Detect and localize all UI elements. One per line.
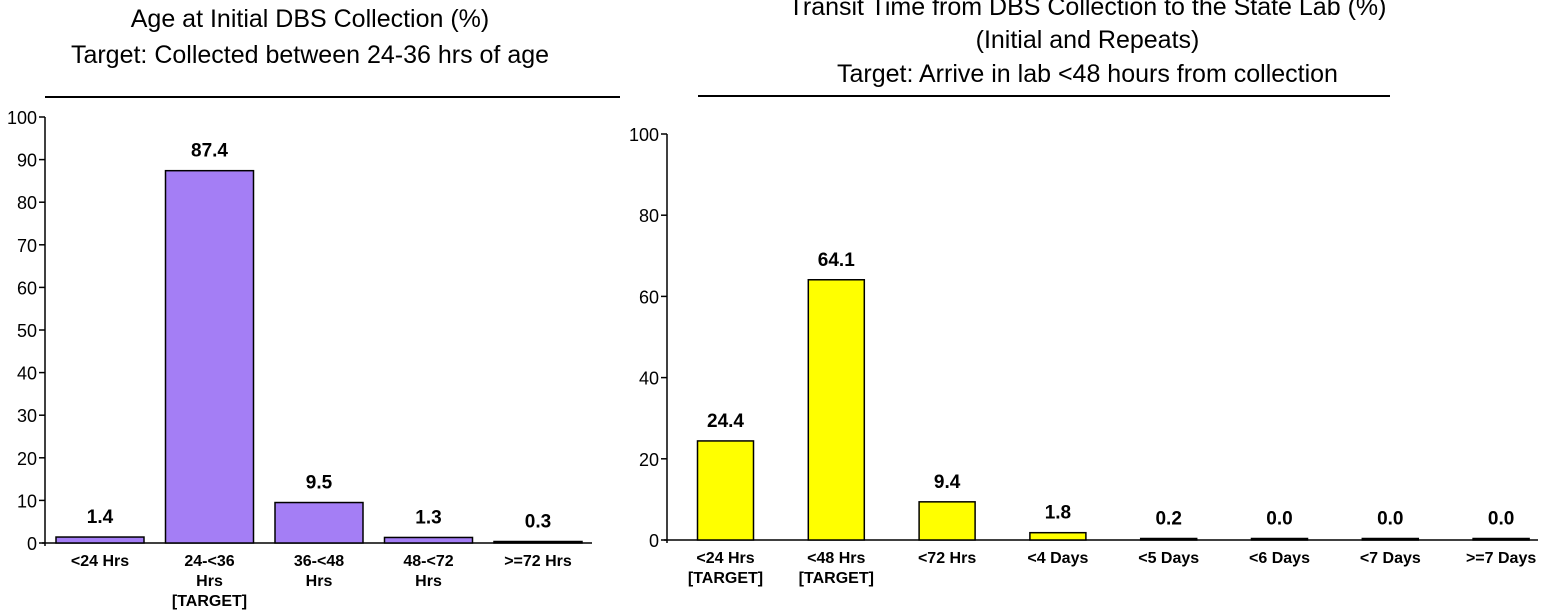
bar — [696, 440, 755, 541]
x-tick-label: <72 Hrs — [918, 550, 976, 567]
bar — [1139, 537, 1198, 541]
bar — [55, 536, 145, 544]
y-tick-label: 70 — [17, 236, 37, 256]
x-tick-label: 24-<36 — [184, 553, 234, 570]
bar — [807, 279, 866, 541]
y-tick-label: 20 — [17, 449, 37, 469]
x-tick-label: [TARGET] — [172, 593, 247, 610]
x-tick-label: <7 Days — [1360, 550, 1421, 567]
x-tick-label: [TARGET] — [688, 570, 763, 587]
chart-title: Age at Initial DBS Collection (%) — [130, 5, 490, 33]
title-underline — [698, 95, 1390, 97]
data-label: 0.0 — [1377, 509, 1403, 530]
y-tick-label: 60 — [639, 287, 659, 307]
x-tick-label: Hrs — [196, 573, 223, 590]
y-tick-label: 50 — [17, 321, 37, 341]
data-label: 1.3 — [415, 507, 441, 528]
bar — [164, 169, 255, 544]
x-tick-label: >=72 Hrs — [504, 553, 572, 570]
y-tick-label: 90 — [17, 151, 37, 171]
bar — [274, 501, 364, 544]
data-label: 64.1 — [818, 250, 855, 271]
x-tick-label: Hrs — [415, 573, 442, 590]
age-bar-chart: 0 10 20 30 40 50 60 70 80 90 100 1.4 <24 Hrs 87.4 24-<… — [7, 108, 592, 610]
x-tick-label: <24 Hrs — [696, 550, 754, 567]
y-tick-label: 20 — [639, 450, 659, 470]
chart-subtitle-target: Target: Arrive in lab <48 hours from col… — [837, 60, 1338, 88]
y-tick-label: 60 — [17, 278, 37, 298]
x-tick-label: <24 Hrs — [71, 553, 129, 570]
chart-panel-age-at-collection: Age at Initial DBS Collection (%) Target… — [0, 0, 620, 614]
x-tick-label: Hrs — [306, 573, 333, 590]
chart-subtitle: Target: Collected between 24-36 hrs of a… — [70, 41, 550, 69]
data-label: 9.4 — [934, 472, 961, 493]
y-tick-label: 30 — [17, 406, 37, 426]
data-label: 0.3 — [525, 512, 551, 533]
y-tick-label: 0 — [27, 534, 37, 554]
data-label: 1.8 — [1045, 503, 1071, 524]
x-tick-label: 36-<48 — [294, 553, 344, 570]
x-tick-label: 48-<72 — [403, 553, 453, 570]
data-label: 0.0 — [1488, 509, 1514, 530]
data-label: 0.0 — [1266, 509, 1292, 530]
x-tick-label: [TARGET] — [799, 570, 874, 587]
bar — [1361, 537, 1420, 541]
y-tick-label: 0 — [649, 531, 659, 551]
bar — [383, 536, 474, 544]
bar — [493, 540, 583, 544]
x-tick-label: >=7 Days — [1466, 550, 1536, 567]
chart-title: Transit Time from DBS Collection to the … — [788, 0, 1387, 21]
y-tick-label: 100 — [7, 108, 37, 128]
x-tick-label: <6 Days — [1249, 550, 1310, 567]
data-label: 1.4 — [87, 507, 114, 528]
data-label: 87.4 — [191, 141, 228, 162]
data-label: 9.5 — [306, 473, 333, 494]
y-tick-label: 40 — [639, 369, 659, 389]
chart-panel-transit-time: Transit Time from DBS Collection to the … — [620, 0, 1555, 614]
y-tick-label: 100 — [629, 125, 659, 145]
chart-subtitle: (Initial and Repeats) — [975, 26, 1200, 54]
x-tick-label: <4 Days — [1027, 550, 1088, 567]
x-tick-label: <5 Days — [1138, 550, 1199, 567]
y-tick-label: 40 — [17, 364, 37, 384]
bar — [1472, 537, 1530, 541]
y-tick-label: 80 — [639, 206, 659, 226]
y-tick-label: 80 — [17, 193, 37, 213]
title-underline — [45, 96, 620, 98]
x-tick-label: <48 Hrs — [807, 550, 865, 567]
bar — [918, 501, 976, 541]
transit-bar-chart: 0 20 40 60 80 100 24.4 <24 Hrs [TARGET] 64.1 <48 H… — [629, 125, 1538, 587]
bar — [1029, 531, 1087, 541]
y-tick-label: 10 — [17, 491, 37, 511]
data-label: 0.2 — [1155, 509, 1181, 530]
data-label: 24.4 — [707, 411, 744, 432]
bar — [1250, 537, 1309, 541]
